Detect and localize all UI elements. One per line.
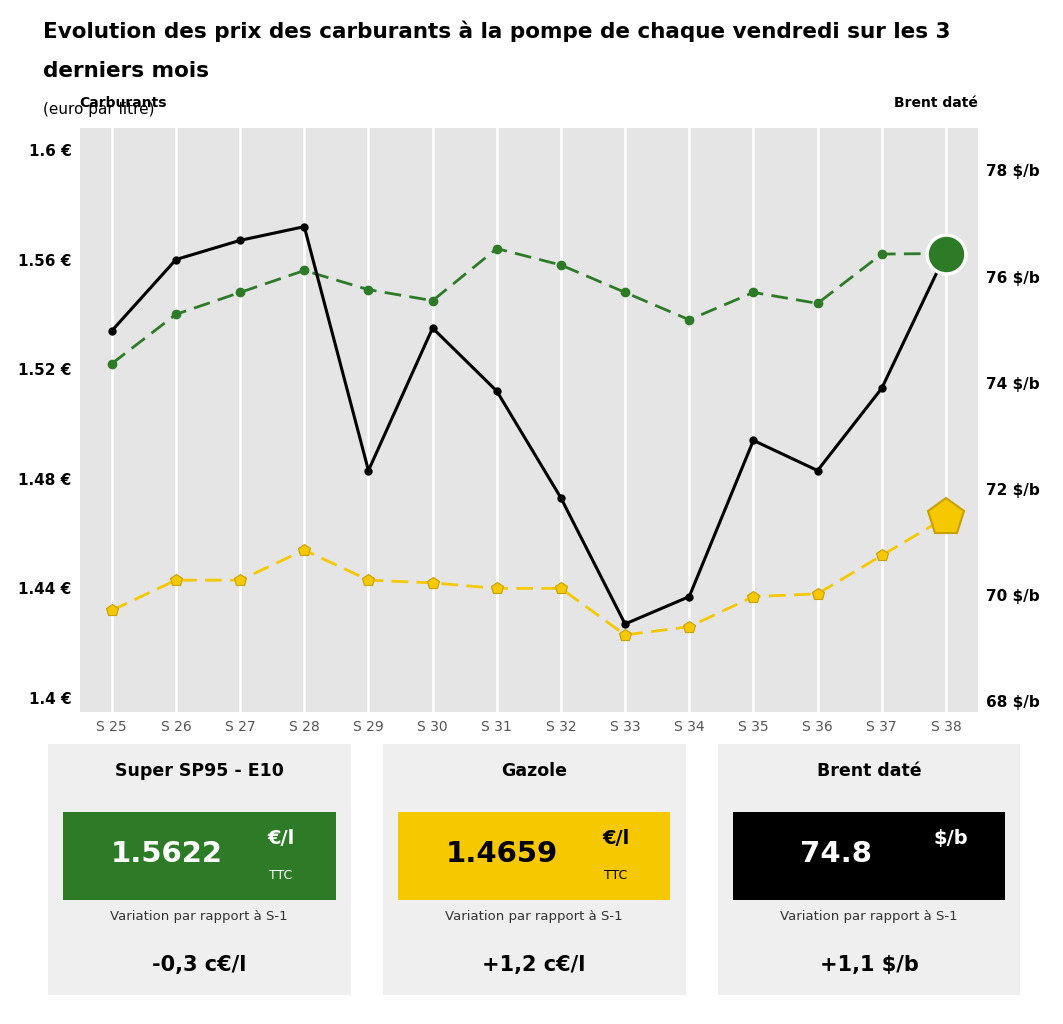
Text: Brent daté: Brent daté: [894, 96, 978, 111]
Text: derniers mois: derniers mois: [43, 61, 208, 82]
Text: Evolution des prix des carburants à la pompe de chaque vendredi sur les 3: Evolution des prix des carburants à la p…: [43, 20, 950, 42]
Text: (euro par litre): (euro par litre): [43, 102, 154, 118]
Text: Gazole: Gazole: [501, 762, 568, 780]
Text: +1,2 c€/l: +1,2 c€/l: [483, 955, 586, 975]
Text: Carburants: Carburants: [80, 96, 167, 111]
Text: Variation par rapport à S-1: Variation par rapport à S-1: [111, 910, 288, 923]
Text: +1,1 $/b: +1,1 $/b: [820, 955, 918, 975]
Text: TTC: TTC: [270, 869, 292, 882]
Text: 74.8: 74.8: [800, 841, 873, 868]
Text: Brent daté: Brent daté: [816, 762, 922, 780]
Text: $/b: $/b: [933, 829, 968, 848]
Text: Variation par rapport à S-1: Variation par rapport à S-1: [780, 910, 958, 923]
Text: 1.4659: 1.4659: [445, 841, 558, 868]
Text: TTC: TTC: [605, 869, 627, 882]
Text: -0,3 c€/l: -0,3 c€/l: [152, 955, 247, 975]
Text: Super SP95 - E10: Super SP95 - E10: [115, 762, 284, 780]
Text: 1.5622: 1.5622: [111, 841, 222, 868]
Text: €/l: €/l: [603, 829, 629, 848]
Text: Variation par rapport à S-1: Variation par rapport à S-1: [445, 910, 623, 923]
Text: €/l: €/l: [268, 829, 294, 848]
